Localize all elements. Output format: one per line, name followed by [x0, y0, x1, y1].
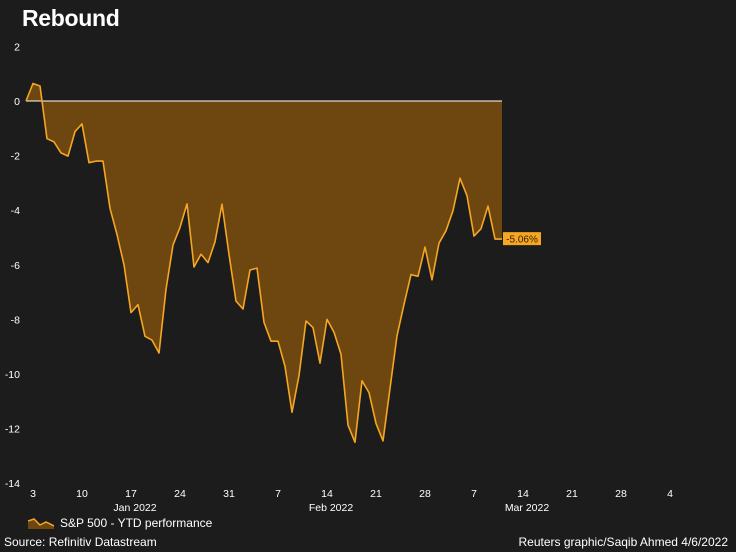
x-tick-label: 21 — [370, 488, 382, 500]
y-tick-label: -12 — [5, 424, 20, 436]
y-tick-label: 0 — [14, 96, 20, 108]
x-tick-label: 17 — [125, 488, 137, 500]
y-tick-label: -6 — [11, 260, 20, 272]
y-tick-label: -4 — [11, 205, 20, 217]
credit-note: Reuters graphic/Saqib Ahmed 4/6/2022 — [518, 535, 728, 549]
legend: S&P 500 - YTD performance — [28, 516, 212, 530]
x-tick-label: 28 — [615, 488, 627, 500]
x-tick-label: 14 — [321, 488, 333, 500]
x-month-label: Mar 2022 — [505, 502, 550, 514]
y-tick-label: 2 — [14, 41, 20, 53]
y-tick-label: -8 — [11, 314, 20, 326]
chart-title: Rebound — [22, 5, 120, 31]
x-axis: 3 10 17 24 31 7 14 21 28 7 14 21 28 4 Jan 2022 Feb 2022… — [30, 488, 673, 514]
y-tick-label: -10 — [5, 369, 20, 381]
x-tick-label: 4 — [667, 488, 673, 500]
x-tick-label: 7 — [275, 488, 281, 500]
x-tick-label: 14 — [517, 488, 529, 500]
x-tick-label: 24 — [174, 488, 186, 500]
x-tick-label: 7 — [471, 488, 477, 500]
end-value-label-bg — [503, 232, 541, 246]
end-value-label-text: -5.06% — [506, 235, 538, 246]
x-tick-label: 31 — [223, 488, 235, 500]
x-tick-label: 3 — [30, 488, 36, 500]
y-tick-label: -2 — [11, 151, 20, 163]
source-note: Source: Refinitiv Datastream — [4, 535, 157, 549]
y-tick-label: -14 — [5, 478, 20, 490]
x-month-label: Feb 2022 — [309, 502, 354, 514]
legend-swatch-icon — [28, 518, 54, 529]
series-line — [25, 82, 502, 444]
x-tick-label: 21 — [566, 488, 578, 500]
x-tick-label: 28 — [419, 488, 431, 500]
end-value-label: -5.06% — [503, 232, 541, 246]
y-axis: 2 0 -2 -4 -6 -8 -10 -12 -14 — [5, 41, 20, 490]
x-month-label: Jan 2022 — [113, 502, 156, 514]
legend-label: S&P 500 - YTD performance — [60, 516, 213, 530]
x-tick-label: 10 — [76, 488, 88, 500]
area-fill — [26, 83, 502, 443]
